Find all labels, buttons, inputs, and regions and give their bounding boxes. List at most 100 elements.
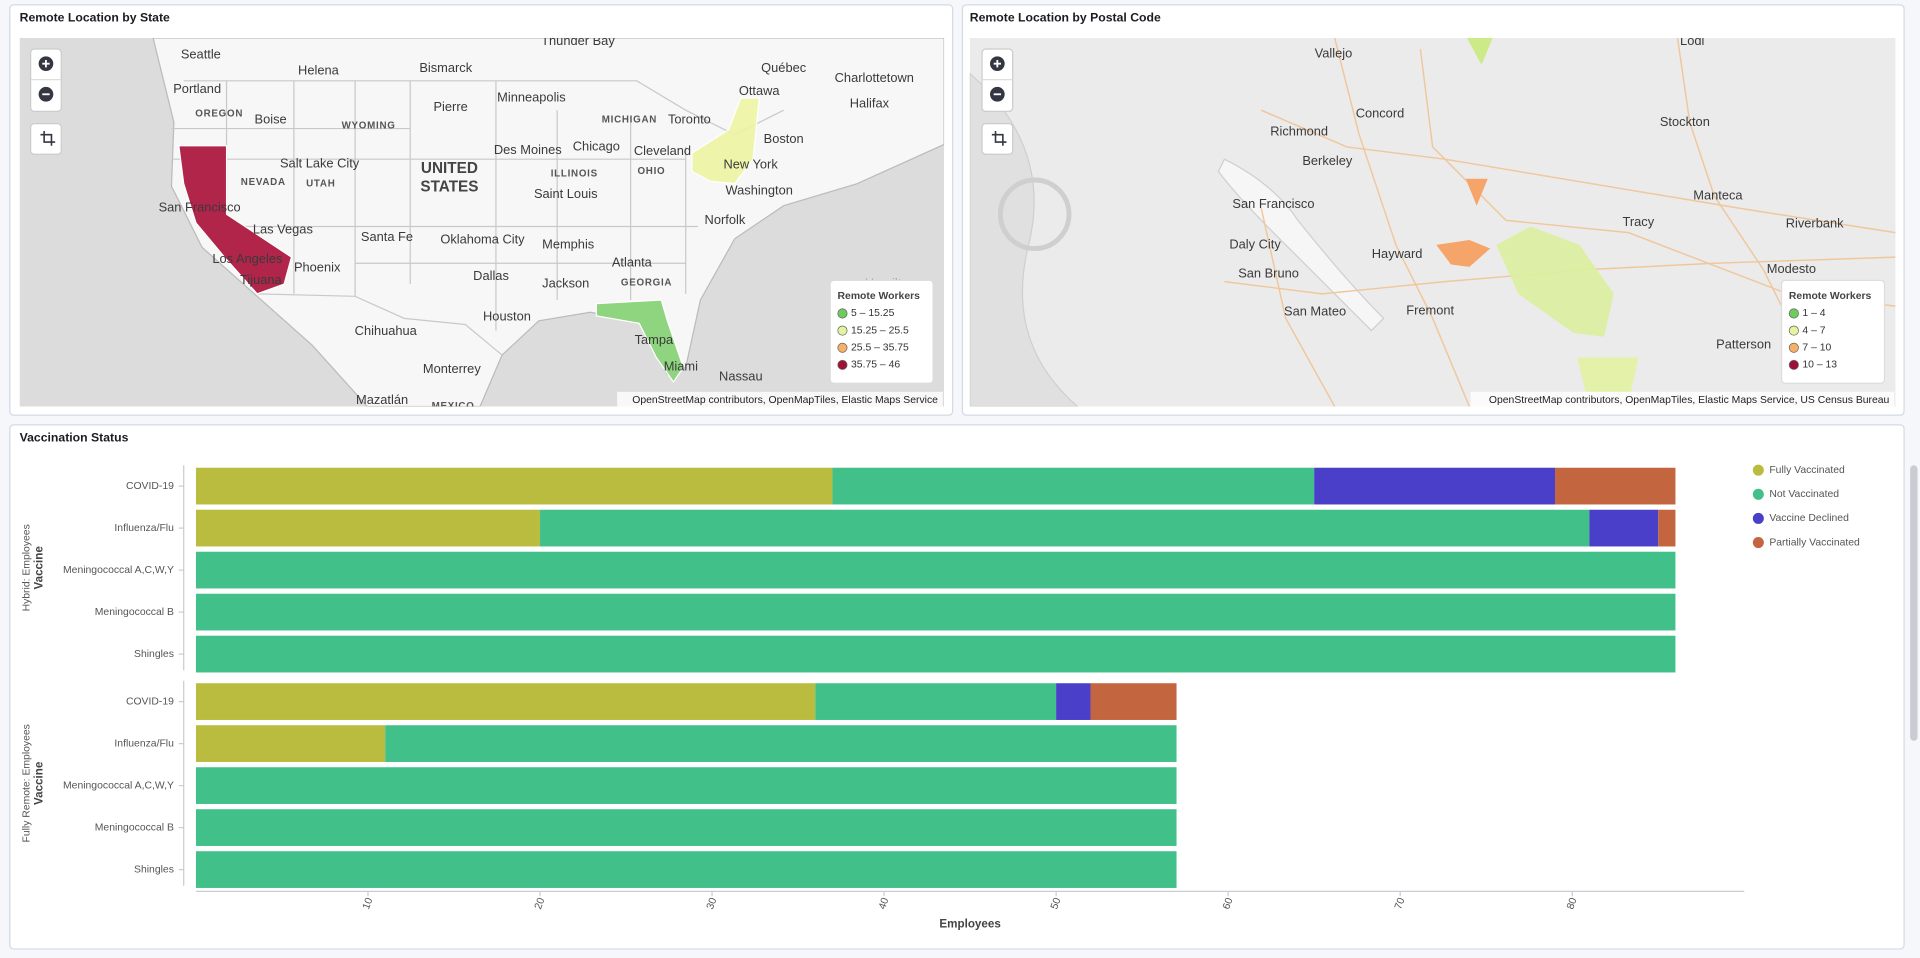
map-label: Tracy: [1623, 214, 1655, 229]
x-tick-label: 30: [705, 896, 719, 911]
map-label: Boston: [764, 131, 804, 146]
bar-segment: [195, 767, 1177, 804]
x-tick-label: 60: [1221, 896, 1235, 911]
map-water: [1217, 158, 1385, 332]
legend-label: 7 – 10: [1802, 342, 1831, 353]
map-legend: Remote Workers 1 – 4 4 – 7 7 – 10 10 – 13: [1780, 279, 1886, 384]
y-tick-label: COVID-19: [126, 481, 174, 492]
bar-segment: [195, 593, 1676, 631]
region-new-york[interactable]: [691, 97, 760, 185]
map-label: Oklahoma City: [440, 231, 525, 246]
region[interactable]: [1496, 226, 1614, 337]
panel-title: Remote Location by Postal Code: [970, 11, 1161, 25]
map-label: Helena: [298, 62, 340, 77]
map-label: Stockton: [1660, 114, 1710, 129]
y-axis-title: Vaccine: [32, 761, 45, 805]
facet-label: Hybrid: Employees: [22, 524, 33, 611]
map-label: Vallejo: [1315, 45, 1353, 60]
map-label: Cleveland: [634, 143, 691, 158]
bar-segment: [1314, 467, 1556, 505]
attribution: OpenStreetMap contributors, OpenMapTiles…: [632, 395, 938, 406]
region[interactable]: [1436, 239, 1491, 267]
bar-segment: [1555, 467, 1676, 505]
map-label: Saint Louis: [534, 186, 598, 201]
panel-title: Vaccination Status: [20, 431, 129, 445]
bar-segment: [195, 725, 386, 762]
region[interactable]: [1466, 37, 1493, 65]
map[interactable]: Thunder Bay Seattle Helena Bismarck Québec Ch…: [19, 33, 945, 412]
attribution-bg: [1470, 391, 1895, 407]
bar-segment: [195, 551, 1676, 589]
map-controls: [30, 48, 1014, 155]
region-florida[interactable]: [595, 299, 684, 384]
fit-button[interactable]: [981, 123, 1014, 155]
map-label: Minneapolis: [497, 89, 566, 104]
bar-segment: [195, 467, 833, 505]
attribution: OpenStreetMap contributors, OpenMapTiles…: [1489, 395, 1890, 406]
bar-segment: [1090, 683, 1177, 720]
map-label: Toronto: [668, 111, 711, 126]
legend-title: Remote Workers: [838, 291, 921, 302]
map-label: Québec: [761, 60, 807, 75]
legend-swatch: [837, 342, 848, 353]
region[interactable]: [1577, 357, 1639, 392]
map-label: Lodi: [1680, 33, 1704, 48]
map-label: Portland: [173, 81, 221, 96]
map-label: Chihuahua: [355, 323, 418, 338]
bar-segment: [1658, 509, 1676, 547]
map-label: GEORGIA: [621, 277, 672, 288]
map-label: OHIO: [637, 166, 665, 177]
x-tick-label: 10: [361, 896, 375, 911]
bar-segment: [385, 725, 1177, 762]
legend-label: 4 – 7: [1802, 325, 1825, 336]
bar-segment: [832, 467, 1315, 505]
map[interactable]: Lodi Vallejo Concord Stockton Richmond Berkel…: [969, 33, 1896, 407]
legend-title: Remote Workers: [1789, 291, 1872, 302]
bar-segment: [1056, 683, 1091, 720]
map-label: Chicago: [573, 138, 620, 153]
map-label: WYOMING: [342, 121, 396, 132]
map-label: Des Moines: [494, 142, 562, 157]
map-label: Salt Lake City: [280, 155, 360, 170]
map-label: ILLINOIS: [551, 168, 598, 179]
map-label: San Bruno: [1238, 266, 1299, 281]
map-label: Memphis: [542, 236, 594, 251]
map-label: San Francisco: [1232, 196, 1314, 211]
legend-label: 1 – 4: [1802, 308, 1825, 319]
legend-label: 5 – 15.25: [851, 308, 895, 319]
map-label: Riverbank: [1786, 215, 1844, 230]
map-label: Bismarck: [419, 60, 472, 75]
legend-label: Not Vaccinated: [1769, 489, 1839, 500]
map-label: San Mateo: [1284, 304, 1346, 319]
y-tick-label: Meningococcal A,C,W,Y: [63, 565, 174, 576]
map-label: MICHIGAN: [602, 115, 657, 126]
map-label: Modesto: [1767, 261, 1816, 276]
map-label: Las Vegas: [253, 222, 313, 237]
bar-chart: Hybrid: Employees VaccineCOVID-19Influenz…: [22, 464, 1860, 931]
x-tick-label: 80: [1565, 896, 1579, 911]
y-tick-label: Shingles: [134, 864, 174, 875]
map-label: Manteca: [1693, 187, 1743, 202]
legend-label: Vaccine Declined: [1769, 513, 1849, 524]
legend-label: Fully Vaccinated: [1769, 465, 1845, 476]
legend-swatch: [1788, 325, 1799, 336]
map-label: Monterrey: [423, 361, 481, 376]
region-california[interactable]: [178, 145, 293, 295]
y-tick-label: Meningococcal A,C,W,Y: [63, 780, 174, 791]
bar-segment: [195, 809, 1177, 846]
map-label: Phoenix: [294, 260, 341, 275]
bar-segment: [195, 683, 816, 720]
scrollbar[interactable]: [1910, 465, 1918, 741]
legend-box: [1780, 279, 1886, 384]
fit-button[interactable]: [30, 123, 62, 155]
map-label: Washington: [726, 182, 793, 197]
map-label: Halifax: [850, 95, 890, 110]
panel-title: Remote Location by State: [20, 11, 170, 25]
map-label: OREGON: [195, 108, 243, 119]
region[interactable]: [1465, 178, 1488, 206]
map-label: Mazatlán: [356, 392, 408, 407]
map-label: Patterson: [1716, 337, 1771, 352]
map-label: Fremont: [1406, 302, 1454, 317]
legend-swatch: [1788, 359, 1799, 370]
